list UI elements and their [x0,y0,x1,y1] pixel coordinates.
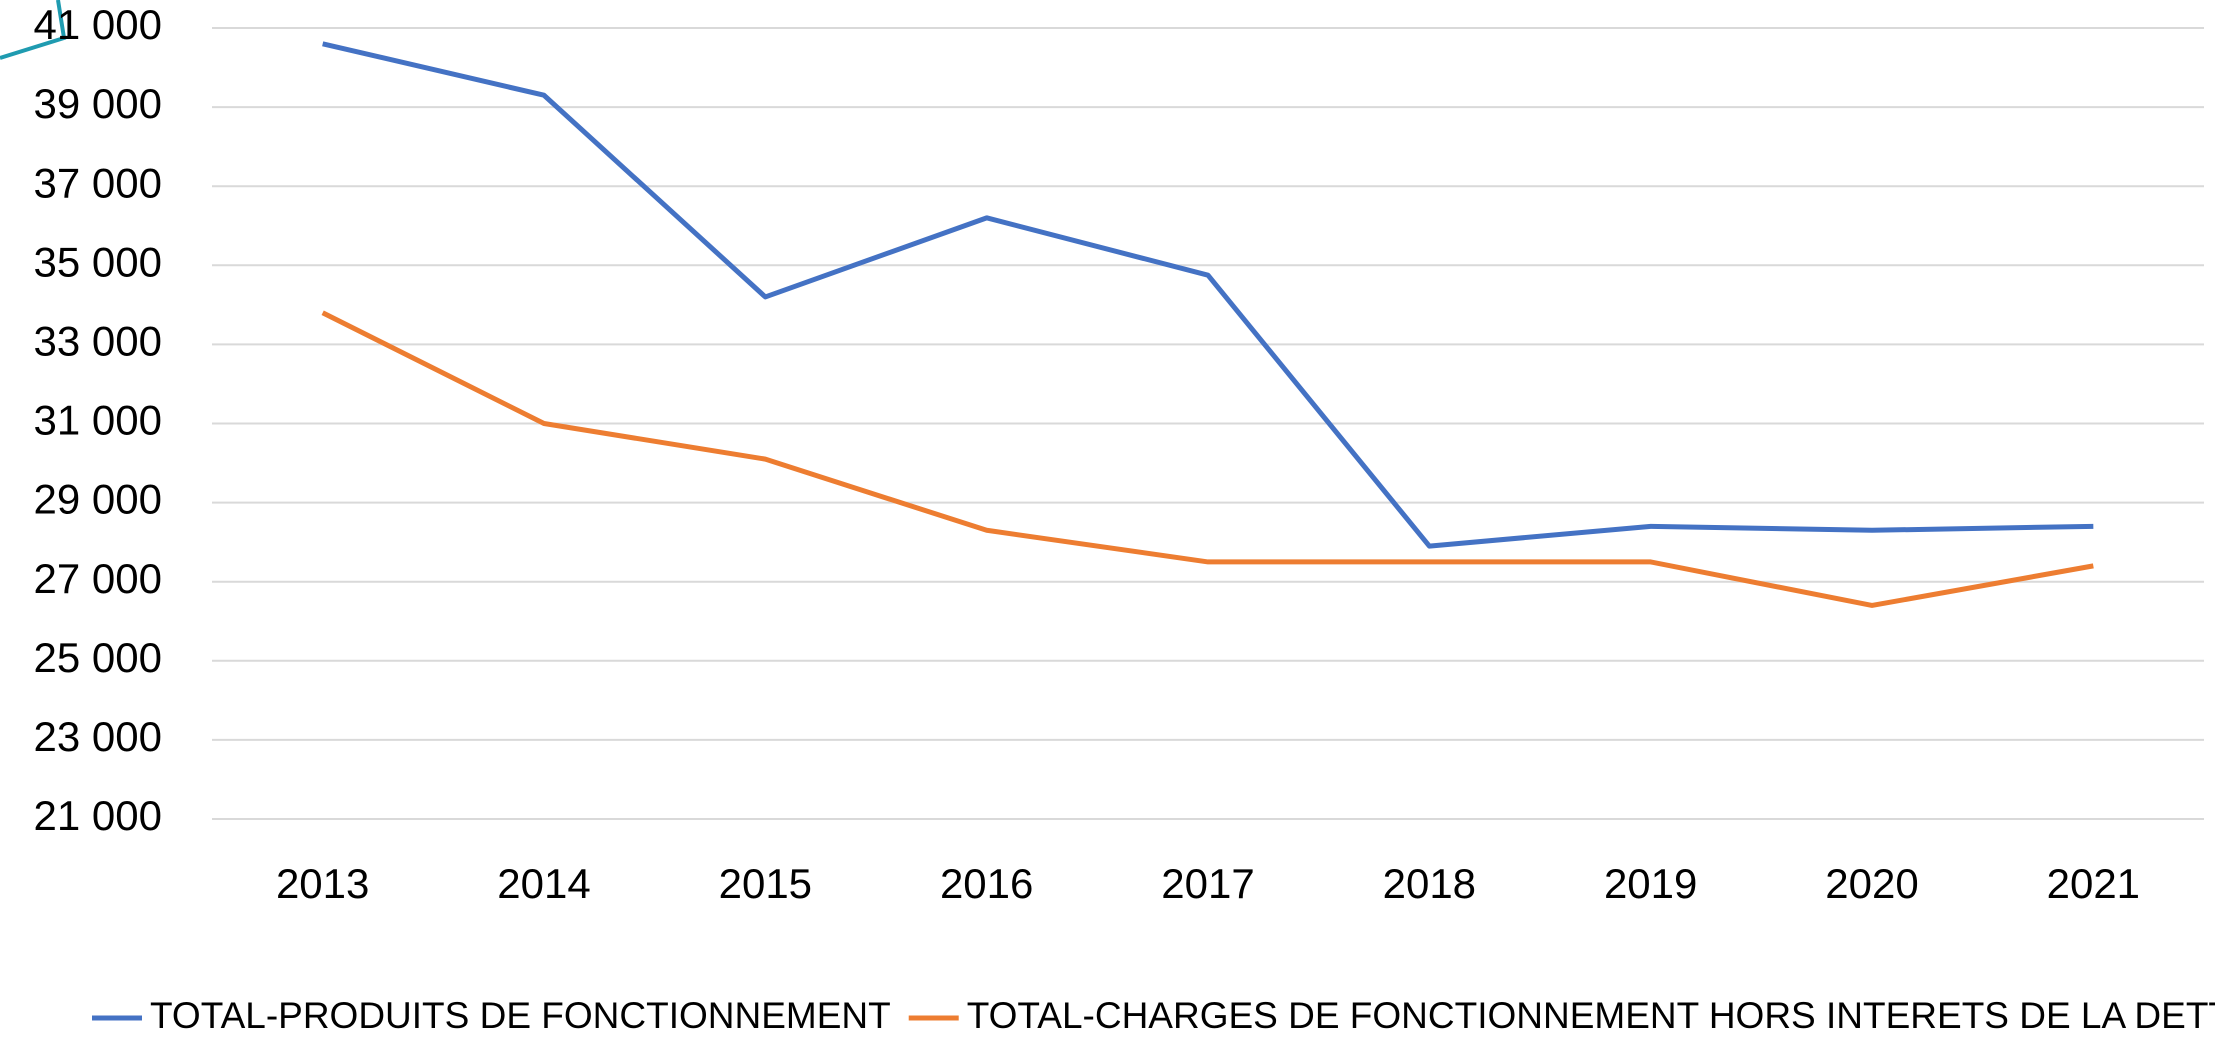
x-tick-label: 2020 [1825,860,1918,907]
decoration [0,0,67,60]
x-tick-label: 2015 [719,860,812,907]
x-tick-label: 2017 [1161,860,1254,907]
x-tick-label: 2016 [940,860,1033,907]
y-tick-label: 29 000 [34,476,162,523]
y-tick-label: 31 000 [34,397,162,444]
x-tick-label: 2014 [497,860,590,907]
legend-label: TOTAL-CHARGES DE FONCTIONNEMENT HORS INT… [967,995,2215,1036]
y-tick-label: 25 000 [34,634,162,681]
x-tick-label: 2021 [2047,860,2140,907]
y-tick-label: 37 000 [34,159,162,206]
y-tick-label: 27 000 [34,555,162,602]
y-tick-label: 23 000 [34,713,162,760]
y-tick-label: 35 000 [34,238,162,285]
y-tick-label: 39 000 [34,80,162,127]
x-tick-label: 2019 [1604,860,1697,907]
x-tick-label: 2018 [1383,860,1476,907]
y-tick-label: 33 000 [34,317,162,364]
series-line [322,41,2094,549]
legend-label: TOTAL-PRODUITS DE FONCTIONNEMENT [150,995,891,1036]
y-tick-label: 21 000 [34,792,162,839]
y-tick-label: 41 000 [34,1,162,48]
x-tick-label: 2013 [276,860,369,907]
series-line [321,310,2094,608]
